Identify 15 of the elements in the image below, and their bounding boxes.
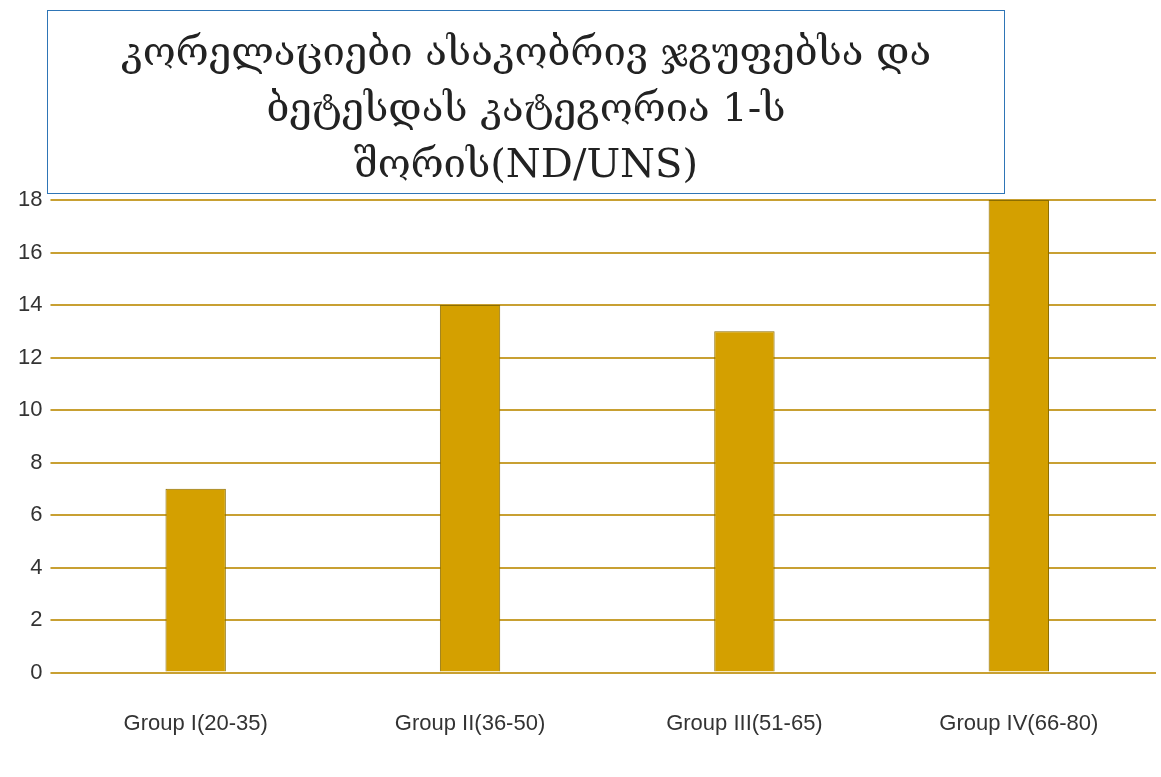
y-tick-label: 0 [30,658,43,684]
x-tick-label: Group II(36-50) [394,709,546,735]
chart-title: კორელაციები ასაკობრივ ჯგუფებსა და ბეტესდას კატეგორია 1-ს შორის(ND/UNS) [47,10,1005,194]
x-tick-label: Group I(20-35) [123,709,268,735]
y-tick-label: 12 [17,343,43,369]
y-tick-label: 8 [30,448,43,474]
y-tick-label: 16 [17,238,43,264]
x-tick-label: Group IV(66-80) [939,709,1099,735]
x-tick-label: Group III(51-65) [666,709,823,735]
y-tick-label: 14 [17,291,43,317]
y-tick-label: 10 [17,396,43,422]
y-tick-label: 18 [17,186,43,212]
y-tick-label: 2 [30,606,43,632]
y-tick-label: 4 [30,553,43,579]
y-tick-label: 6 [30,501,43,527]
